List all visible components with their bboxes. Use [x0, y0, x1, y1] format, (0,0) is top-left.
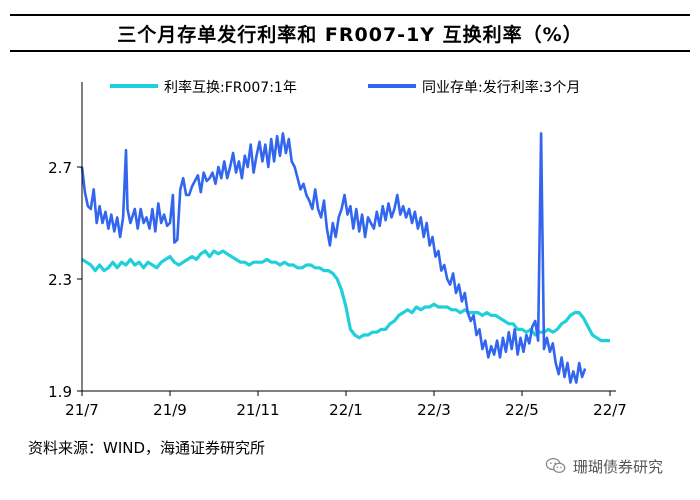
x-tick-label: 21/7: [65, 401, 99, 419]
x-tick-label: 21/11: [236, 401, 279, 419]
x-ticks: 21/7 21/9 21/11 22/1 22/3 22/5 22/7: [65, 391, 627, 419]
legend-label-swap: 利率互换:FR007:1年: [164, 79, 297, 96]
legend: 利率互换:FR007:1年 同业存单:发行利率:3个月: [110, 79, 580, 96]
chart-svg: 利率互换:FR007:1年 同业存单:发行利率:3个月 21/7 21/9 21/1…: [48, 79, 627, 419]
x-tick-label: 22/5: [505, 401, 539, 419]
x-tick-label: 22/1: [329, 401, 363, 419]
plot-area: [80, 132, 610, 384]
x-tick-label: 21/9: [153, 401, 187, 419]
x-tick-label: 22/7: [593, 401, 627, 419]
y-tick-label: 2.7: [48, 159, 72, 177]
legend-label-ncd: 同业存单:发行利率:3个月: [422, 79, 580, 96]
y-tick-label: 1.9: [48, 383, 72, 401]
watermark-text: 珊瑚债券研究: [573, 457, 664, 476]
watermark: 珊瑚债券研究: [545, 455, 663, 477]
series-line-ncd: [80, 132, 587, 384]
source-note: 资料来源：WIND，海通证券研究所: [28, 439, 266, 457]
title-bar: 三个月存单发行利率和 FR007-1Y 互换利率（%）: [10, 14, 690, 52]
y-ticks: 1.9 2.3 2.7: [48, 159, 82, 401]
series-line-swap: [81, 249, 610, 343]
chart-title: 三个月存单发行利率和 FR007-1Y 互换利率（%）: [117, 23, 583, 46]
y-tick-label: 2.3: [48, 271, 72, 289]
wechat-icon: [545, 458, 566, 474]
x-tick-label: 22/3: [417, 401, 451, 419]
